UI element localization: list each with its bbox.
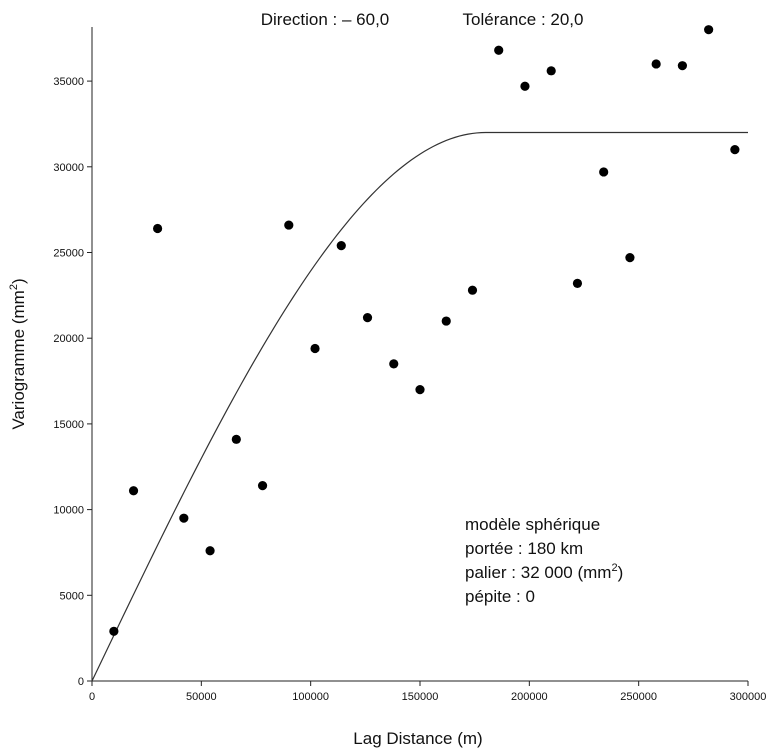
data-point bbox=[389, 359, 399, 369]
data-point bbox=[128, 486, 139, 496]
data-point bbox=[651, 59, 661, 69]
y-tick-label: 30000 bbox=[53, 162, 84, 174]
y-tick-label: 35000 bbox=[53, 76, 84, 88]
x-tick-label: 50000 bbox=[186, 691, 217, 703]
y-axis-label: Variogramme (mm2) bbox=[8, 278, 28, 429]
data-point bbox=[231, 434, 241, 444]
axes bbox=[91, 27, 748, 682]
x-tick-label: 250000 bbox=[620, 691, 657, 703]
x-tick-label: 200000 bbox=[511, 691, 548, 703]
y-tick-label: 20000 bbox=[53, 333, 84, 345]
y-axis-label-superscript: 2 bbox=[8, 284, 20, 290]
data-point bbox=[677, 61, 688, 71]
y-tick-label: 5000 bbox=[60, 590, 84, 602]
data-point bbox=[546, 66, 556, 76]
data-point bbox=[730, 145, 740, 155]
annotation-range: portée : 180 km bbox=[465, 539, 583, 558]
y-tick-label: 0 bbox=[78, 676, 84, 688]
chart-title-direction: Direction : – 60,0 bbox=[261, 10, 390, 29]
x-tick-label: 100000 bbox=[292, 691, 329, 703]
data-points bbox=[109, 25, 740, 636]
y-axis-label-text: Variogramme (mm bbox=[9, 290, 28, 429]
data-point bbox=[599, 167, 609, 177]
x-tick-label: 300000 bbox=[730, 691, 767, 703]
chart-title-tolerance: Tolérance : 20,0 bbox=[463, 10, 584, 29]
data-point bbox=[310, 343, 320, 354]
model-annotation: modèle sphérique portée : 180 km palier … bbox=[465, 515, 623, 606]
data-point bbox=[415, 385, 425, 395]
y-axis-label-close: ) bbox=[9, 278, 28, 284]
x-axis-label: Lag Distance (m) bbox=[353, 729, 482, 748]
x-tick-label: 150000 bbox=[402, 691, 439, 703]
data-point bbox=[109, 626, 119, 636]
y-ticks: 0 5000 10000 15000 20000 25000 30000 35000 bbox=[53, 76, 92, 688]
annotation-sill-text: palier : 32 000 (mm bbox=[465, 563, 611, 582]
data-point bbox=[625, 253, 635, 263]
annotation-sill-superscript: 2 bbox=[611, 562, 617, 574]
data-point bbox=[441, 316, 451, 326]
data-point bbox=[205, 546, 215, 556]
data-point bbox=[362, 313, 373, 323]
data-point bbox=[153, 223, 163, 234]
data-point bbox=[520, 81, 530, 91]
x-tick-label: 0 bbox=[89, 691, 95, 703]
annotation-sill: palier : 32 000 (mm2) bbox=[465, 562, 623, 582]
data-point bbox=[572, 278, 583, 288]
data-point bbox=[284, 220, 294, 230]
annotation-model-type: modèle sphérique bbox=[465, 515, 600, 534]
annotation-sill-close: ) bbox=[618, 563, 624, 582]
data-point bbox=[704, 25, 714, 35]
y-tick-label: 15000 bbox=[53, 419, 84, 431]
data-point bbox=[336, 241, 346, 251]
data-point bbox=[179, 513, 189, 523]
spherical-model-curve bbox=[91, 131, 748, 682]
annotation-nugget: pépite : 0 bbox=[465, 587, 535, 606]
data-point bbox=[467, 285, 478, 295]
x-ticks: 0 50000 100000 150000 200000 250000 300000 bbox=[89, 681, 766, 703]
data-point bbox=[494, 45, 504, 55]
y-tick-label: 10000 bbox=[53, 505, 84, 517]
y-tick-label: 25000 bbox=[53, 248, 84, 260]
data-point bbox=[257, 481, 268, 491]
